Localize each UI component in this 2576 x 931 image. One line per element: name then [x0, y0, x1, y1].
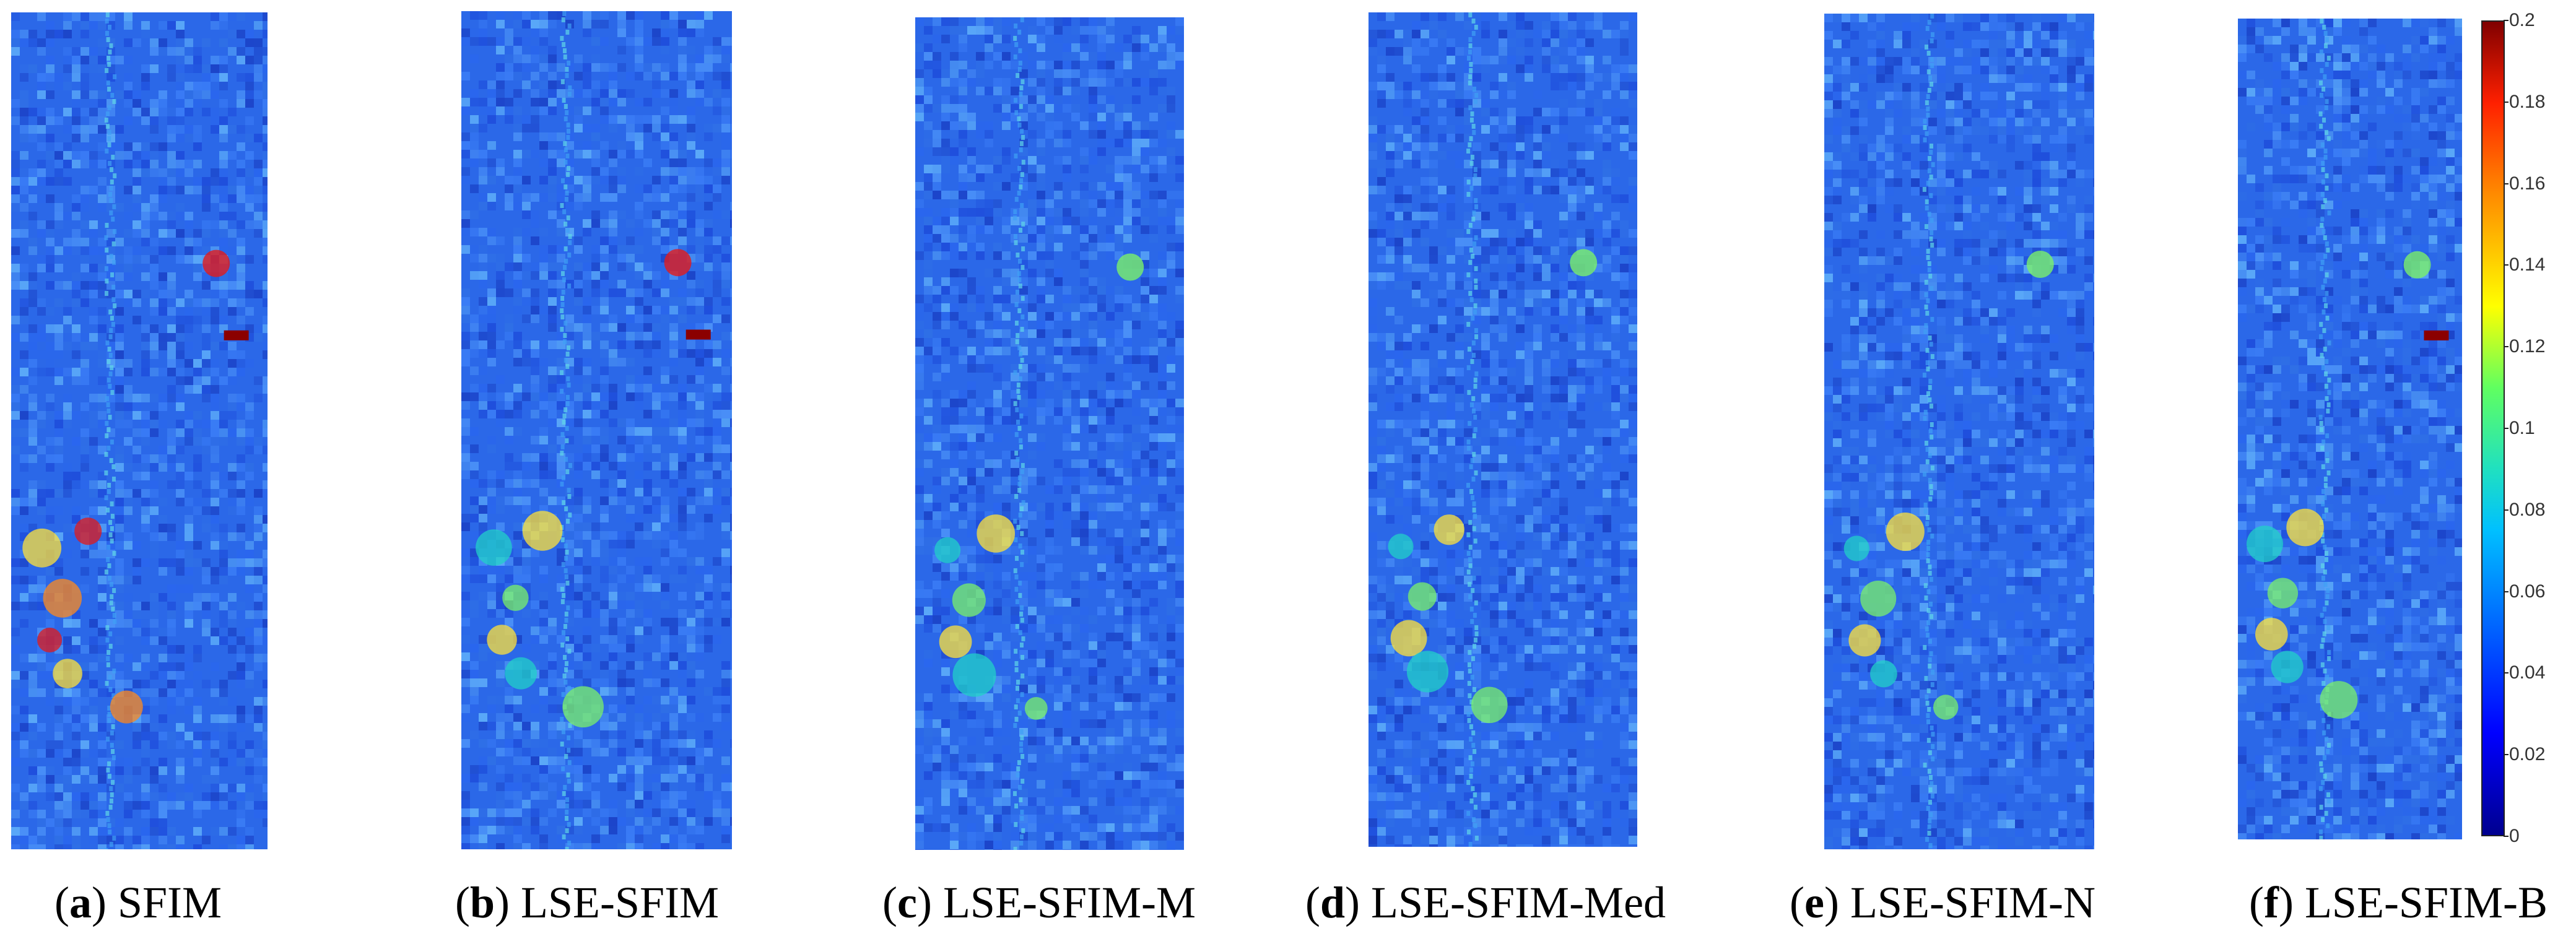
colorbar-tick-label: 0.02 [2509, 744, 2546, 765]
heatmap-texture [915, 17, 1184, 850]
colorbar-tick-mark [2504, 509, 2509, 511]
colorbar-tick-label: 0.12 [2509, 336, 2546, 357]
colorbar-tick-label: 0.04 [2509, 662, 2546, 683]
colorbar-tick-label: 0.16 [2509, 173, 2546, 194]
colorbar-tick-mark [2504, 101, 2509, 103]
heatmap-panel-d [1368, 12, 1637, 847]
colorbar-tick-label: 0.06 [2509, 581, 2546, 602]
caption-f: (f) LSE-SFIM-B [2249, 878, 2548, 927]
caption-a: (a) SFIM [54, 878, 222, 927]
heatmap-texture [11, 12, 268, 849]
caption-letter: b [469, 878, 495, 927]
colorbar-tick-label: 0.14 [2509, 254, 2546, 275]
caption-b: (b) LSE-SFIM [455, 878, 720, 927]
colorbar-tick-label: 0.18 [2509, 91, 2546, 112]
heatmap-panel-b [461, 11, 732, 849]
caption-label: LSE-SFIM [521, 878, 720, 927]
caption-letter: a [69, 878, 92, 927]
caption-letter: d [1320, 878, 1346, 927]
caption-c: (c) LSE-SFIM-M [882, 878, 1196, 927]
colorbar-tick-mark [2504, 836, 2509, 837]
caption-d: (d) LSE-SFIM-Med [1305, 878, 1666, 927]
caption-letter: f [2263, 878, 2279, 927]
colorbar-tick-mark [2504, 264, 2509, 266]
heatmap-texture [461, 11, 732, 849]
heatmap-panel-c [915, 17, 1184, 850]
caption-label: LSE-SFIM-B [2304, 878, 2548, 927]
colorbar-tick-label: 0.08 [2509, 499, 2546, 520]
heatmap-panel-e [1824, 14, 2094, 849]
heatmap-panel-a [11, 12, 268, 849]
caption-letter: e [1804, 878, 1824, 927]
colorbar-tick-mark [2504, 672, 2509, 674]
colorbar-tick-mark [2504, 591, 2509, 592]
colorbar-tick-mark [2504, 754, 2509, 756]
caption-letter: c [897, 878, 917, 927]
colorbar-tick-label: 0.2 [2509, 10, 2535, 30]
caption-label: SFIM [117, 878, 222, 927]
caption-e: (e) LSE-SFIM-N [1790, 878, 2095, 927]
colorbar-tick-mark [2504, 183, 2509, 184]
colorbar-tick-mark [2504, 428, 2509, 429]
colorbar-tick-mark [2504, 20, 2509, 21]
caption-label: LSE-SFIM-Med [1371, 878, 1666, 927]
heatmap-texture [2238, 19, 2462, 839]
colorbar-tick-label: 0.1 [2509, 418, 2535, 438]
heatmap-panel-f [2238, 19, 2462, 839]
caption-label: LSE-SFIM-M [942, 878, 1196, 927]
heatmap-texture [1368, 12, 1637, 847]
colorbar [2481, 20, 2505, 836]
caption-label: LSE-SFIM-N [1850, 878, 2095, 927]
heatmap-texture [1824, 14, 2094, 849]
colorbar-tick-mark [2504, 346, 2509, 348]
colorbar-tick-label: 0 [2509, 826, 2520, 846]
